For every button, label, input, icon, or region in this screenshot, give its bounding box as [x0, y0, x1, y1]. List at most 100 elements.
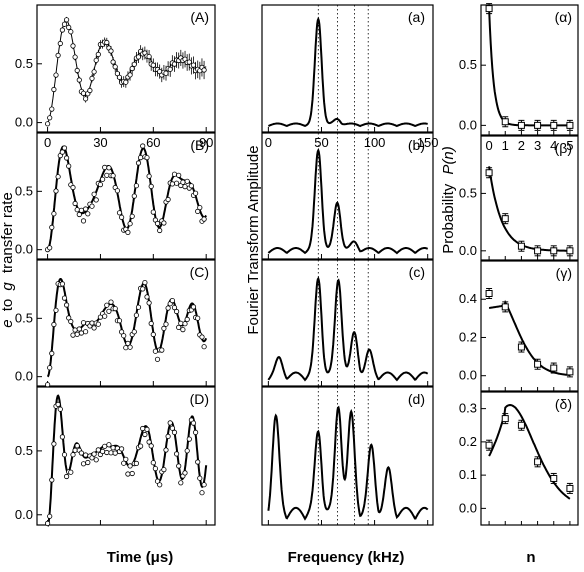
data-point [150, 62, 156, 68]
data-point [49, 477, 55, 483]
y-tick-label: 0.5 [15, 443, 33, 458]
data-point [110, 173, 116, 179]
data-point [135, 304, 142, 310]
data-point [534, 360, 542, 368]
data-point [190, 62, 197, 68]
data-point [51, 211, 57, 217]
data-point [178, 320, 184, 326]
data-point [116, 210, 123, 216]
data-point [47, 245, 53, 251]
data-point [112, 450, 118, 456]
right-column-probability-panels: 0.00.50 1 2 3 4 5(α)0.00.5(β)0.00.20.4(γ)0.00… [459, 3, 579, 526]
data-point [135, 160, 142, 166]
y-tick-label: 0.0 [459, 243, 477, 258]
data-point [133, 183, 139, 189]
data-point [125, 229, 131, 235]
data-point [119, 214, 125, 220]
data-point [83, 96, 89, 102]
x-tick-label: 90 [199, 135, 213, 150]
data-point [146, 300, 152, 306]
fit-curve [47, 19, 207, 123]
data-point [64, 473, 70, 480]
data-point [201, 216, 207, 222]
data-point [165, 196, 171, 203]
data-point [95, 321, 101, 327]
data-point [517, 242, 525, 250]
x-tick-label: 60 [146, 135, 160, 150]
data-point [171, 429, 178, 435]
data-point [93, 457, 99, 463]
panel-label: (B) [190, 137, 209, 153]
y-tick-label: 0.5 [15, 310, 33, 325]
data-point [146, 173, 152, 179]
data-point [108, 450, 114, 456]
y-tick-label: 0.5 [459, 185, 477, 200]
middle-xlabel: Frequency (kHz) [288, 549, 405, 566]
y-tick-label: 0.5 [15, 183, 33, 198]
y-tick-label: 0.0 [15, 115, 33, 130]
data-point [57, 406, 63, 412]
x-tick-label: 4 [550, 138, 557, 153]
x-tick-label: 30 [93, 135, 107, 150]
data-point [501, 303, 509, 311]
data-point [157, 227, 163, 234]
panel-d: (d) [261, 386, 434, 526]
data-point [61, 145, 68, 151]
data-point [176, 324, 182, 330]
panel-frame [36, 386, 216, 526]
y-tick-label: 0.1 [459, 467, 477, 482]
data-point [163, 321, 169, 327]
data-point [186, 436, 192, 442]
data-point [53, 72, 59, 78]
data-point [119, 329, 125, 335]
spectrum-curve [267, 147, 429, 255]
x-tick-label: 1 [502, 138, 509, 153]
data-point [169, 181, 175, 187]
data-point [104, 172, 110, 178]
fit-curve [488, 403, 571, 500]
data-point [89, 203, 95, 209]
data-point [566, 484, 574, 492]
data-point [129, 65, 135, 72]
data-point [144, 155, 150, 161]
x-tick-label: 2 [518, 138, 525, 153]
data-point [182, 321, 188, 327]
data-point [91, 191, 97, 197]
panel-d: 0.0 0.5 (D) [15, 386, 216, 527]
x-tick-label: 5 [566, 138, 573, 153]
data-point [148, 443, 154, 449]
panel-label: (a) [408, 9, 425, 25]
y-tick-label: 0.2 [459, 434, 477, 449]
data-point [197, 205, 203, 211]
panel-frame [261, 4, 434, 133]
data-point [110, 445, 116, 451]
y-tick-label: 0.5 [15, 56, 33, 71]
x-tick-label: 0 [485, 138, 492, 153]
panel-δ: 0.0 0.1 0.2 0.3 (δ) [459, 391, 579, 526]
x-tick-label: 50 [314, 135, 328, 150]
data-point [59, 281, 66, 287]
data-point [91, 325, 97, 331]
data-point [76, 211, 82, 218]
panel-frame [480, 260, 579, 392]
panel-label: (b) [408, 137, 425, 153]
panel-α: 0.0 0.5 0 1 2 3 4 5 (α) [459, 3, 579, 153]
data-point [76, 77, 82, 83]
data-point [167, 66, 173, 72]
data-point [91, 69, 97, 75]
left-ylabel: e to g transfer rate [0, 192, 16, 328]
data-point [95, 51, 101, 58]
data-point [89, 320, 95, 326]
data-point [123, 79, 129, 85]
data-point [148, 183, 154, 189]
y-tick-label: 0.0 [459, 117, 477, 132]
data-point [91, 451, 97, 457]
data-point [150, 460, 156, 466]
data-point [68, 29, 74, 35]
y-tick-label: 0.0 [459, 368, 477, 383]
data-point [112, 305, 118, 312]
data-point [72, 327, 78, 333]
data-point [163, 447, 169, 453]
data-point [133, 312, 139, 318]
